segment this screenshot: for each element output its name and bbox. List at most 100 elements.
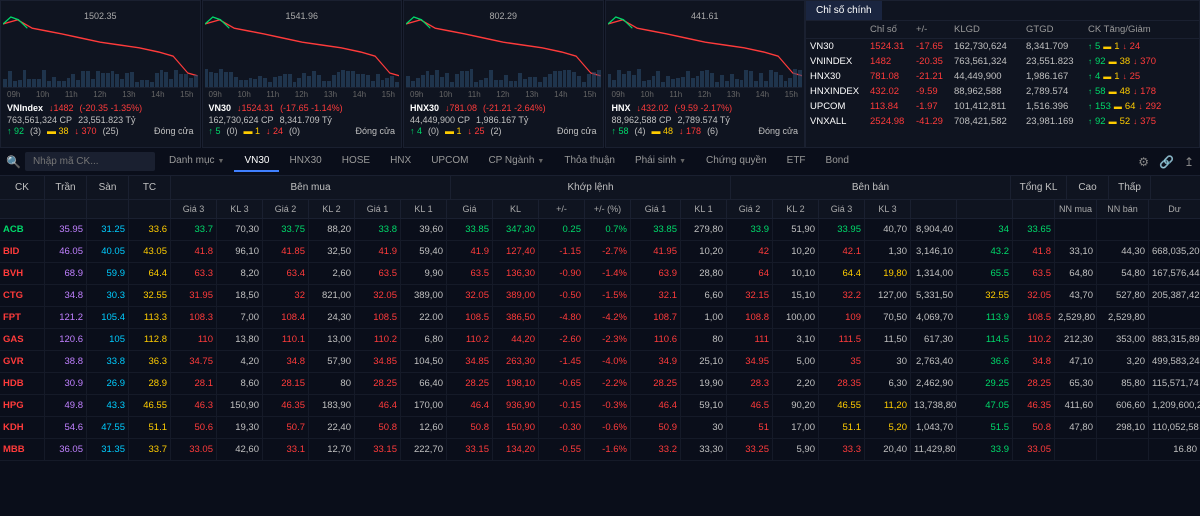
data-cell: 32.05: [1013, 285, 1055, 306]
data-cell: 46.3: [171, 395, 217, 416]
data-cell: 51.1: [819, 417, 865, 438]
data-cell: 36.05: [45, 439, 87, 460]
data-cell: -0.15: [539, 395, 585, 416]
index-row[interactable]: UPCOM 113.84 -1.97 101,412,811 1,516.396…: [806, 99, 1199, 114]
data-cell: 32.55: [957, 285, 1013, 306]
data-cell: -1.4%: [585, 263, 631, 284]
data-cell: 34.9: [631, 351, 681, 372]
link-icon[interactable]: 🔗: [1159, 155, 1174, 169]
symbol-cell[interactable]: FPT: [0, 307, 45, 328]
data-cell: 19,80: [865, 263, 911, 284]
data-cell: 24,30: [309, 307, 355, 328]
data-cell: [1097, 219, 1149, 240]
data-cell: 43.3: [87, 395, 129, 416]
symbol-cell[interactable]: BID: [0, 241, 45, 262]
data-cell: 386,50: [493, 307, 539, 328]
chart-value-label: 441.61: [691, 11, 719, 21]
tab-hnx[interactable]: HNX: [380, 151, 421, 172]
data-cell: 5,331,50: [911, 285, 957, 306]
stock-row[interactable]: ACB35.9531.2533.633.770,3033.7588,2033.8…: [0, 219, 1200, 241]
stock-row[interactable]: CTG34.830.332.5531.9518,5032821,0032.053…: [0, 285, 1200, 307]
index-row[interactable]: HNXINDEX 432.02 -9.59 88,962,588 2,789.5…: [806, 84, 1199, 99]
data-cell: 96,10: [217, 241, 263, 262]
symbol-cell[interactable]: KDH: [0, 417, 45, 438]
data-cell: 64.4: [819, 263, 865, 284]
data-cell: [1149, 219, 1200, 240]
stock-row[interactable]: GVR38.833.836.334.754,2034.857,9034.8510…: [0, 351, 1200, 373]
data-cell: 198,10: [493, 373, 539, 394]
symbol-cell[interactable]: HDB: [0, 373, 45, 394]
data-cell: -1.15: [539, 241, 585, 262]
data-cell: 54,80: [1097, 263, 1149, 284]
data-cell: 30: [865, 351, 911, 372]
stock-row[interactable]: BID46.0540.0543.0541.896,1041.8532,5041.…: [0, 241, 1200, 263]
tab-etf[interactable]: ETF: [777, 151, 816, 172]
symbol-cell[interactable]: BVH: [0, 263, 45, 284]
data-cell: 134,20: [493, 439, 539, 460]
data-cell: 41.9: [447, 241, 493, 262]
data-cell: 50.8: [1013, 417, 1055, 438]
data-cell: 10,20: [681, 241, 727, 262]
data-cell: 50.8: [355, 417, 401, 438]
data-cell: 167,576,44: [1149, 263, 1200, 284]
data-cell: 110.2: [447, 329, 493, 350]
tab-chứng-quyền[interactable]: Chứng quyền: [696, 151, 777, 172]
tab-cp-ngành[interactable]: CP Ngành▼: [478, 151, 554, 172]
data-cell: 46.55: [129, 395, 171, 416]
data-cell: 31.95: [171, 285, 217, 306]
tab-upcom[interactable]: UPCOM: [421, 151, 478, 172]
gear-icon[interactable]: ⚙: [1138, 155, 1149, 169]
stock-row[interactable]: BVH68.959.964.463.38,2063.42,6063.59,906…: [0, 263, 1200, 285]
stock-row[interactable]: GAS120.6105112.811013,80110.113,00110.26…: [0, 329, 1200, 351]
data-cell: 70,50: [865, 307, 911, 328]
data-cell: -2.7%: [585, 241, 631, 262]
stock-row[interactable]: KDH54.647.5551.150.619,3050.722,4050.812…: [0, 417, 1200, 439]
symbol-cell[interactable]: ACB: [0, 219, 45, 240]
symbol-cell[interactable]: GVR: [0, 351, 45, 372]
tab-hnx30[interactable]: HNX30: [279, 151, 331, 172]
data-cell: 31.25: [87, 219, 129, 240]
tab-thỏa-thuận[interactable]: Thỏa thuận: [554, 151, 625, 172]
stock-row[interactable]: HDB30.926.928.928.18,6028.158028.2566,40…: [0, 373, 1200, 395]
index-name: HNX: [612, 103, 631, 115]
data-cell: 34.95: [727, 351, 773, 372]
tab-vn30[interactable]: VN30: [234, 151, 279, 172]
data-cell: 34.8: [1013, 351, 1055, 372]
data-cell: 115,571,74: [1149, 373, 1200, 394]
index-name: HNX30: [410, 103, 439, 115]
data-cell: 51.5: [957, 417, 1013, 438]
data-cell: 47,10: [1055, 351, 1097, 372]
data-cell: 183,90: [309, 395, 355, 416]
tab-bond[interactable]: Bond: [816, 151, 859, 172]
symbol-cell[interactable]: CTG: [0, 285, 45, 306]
stock-row[interactable]: FPT121.2105.4113.3108.37,00108.424,30108…: [0, 307, 1200, 329]
indices-main-tab[interactable]: Chỉ số chính: [806, 1, 882, 20]
data-cell: 33,10: [1055, 241, 1097, 262]
index-row[interactable]: HNX30 781.08 -21.21 44,449,900 1,986.167…: [806, 69, 1199, 84]
data-cell: 0.7%: [585, 219, 631, 240]
tab-danh-mục[interactable]: Danh mục▼: [159, 151, 235, 172]
upload-icon[interactable]: ↥: [1184, 155, 1194, 169]
data-cell: 41.9: [355, 241, 401, 262]
index-row[interactable]: VN30 1524.31 -17.65 162,730,624 8,341.70…: [806, 39, 1199, 54]
index-row[interactable]: VNXALL 2524.98 -41.29 708,421,582 23,981…: [806, 114, 1199, 129]
stock-row[interactable]: HPG49.843.346.5546.3150,9046.35183,9046.…: [0, 395, 1200, 417]
tab-hose[interactable]: HOSE: [332, 151, 380, 172]
tab-phái-sinh[interactable]: Phái sinh▼: [625, 151, 696, 172]
data-cell: 30: [681, 417, 727, 438]
symbol-cell[interactable]: GAS: [0, 329, 45, 350]
symbol-cell[interactable]: MBB: [0, 439, 45, 460]
data-cell: 51.1: [129, 417, 171, 438]
data-cell: 40,70: [865, 219, 911, 240]
data-cell: 1,209,600,28: [1149, 395, 1200, 416]
index-name: VN30: [209, 103, 232, 115]
data-cell: 49.8: [45, 395, 87, 416]
data-cell: 821,00: [309, 285, 355, 306]
symbol-search-input[interactable]: [25, 152, 155, 171]
symbol-cell[interactable]: HPG: [0, 395, 45, 416]
data-cell: 50.8: [447, 417, 493, 438]
stock-row[interactable]: MBB36.0531.3533.733.0542,6033.112,7033.1…: [0, 439, 1200, 461]
data-cell: 170,00: [401, 395, 447, 416]
data-cell: 32.1: [631, 285, 681, 306]
index-row[interactable]: VNINDEX 1482 -20.35 763,561,324 23,551.8…: [806, 54, 1199, 69]
